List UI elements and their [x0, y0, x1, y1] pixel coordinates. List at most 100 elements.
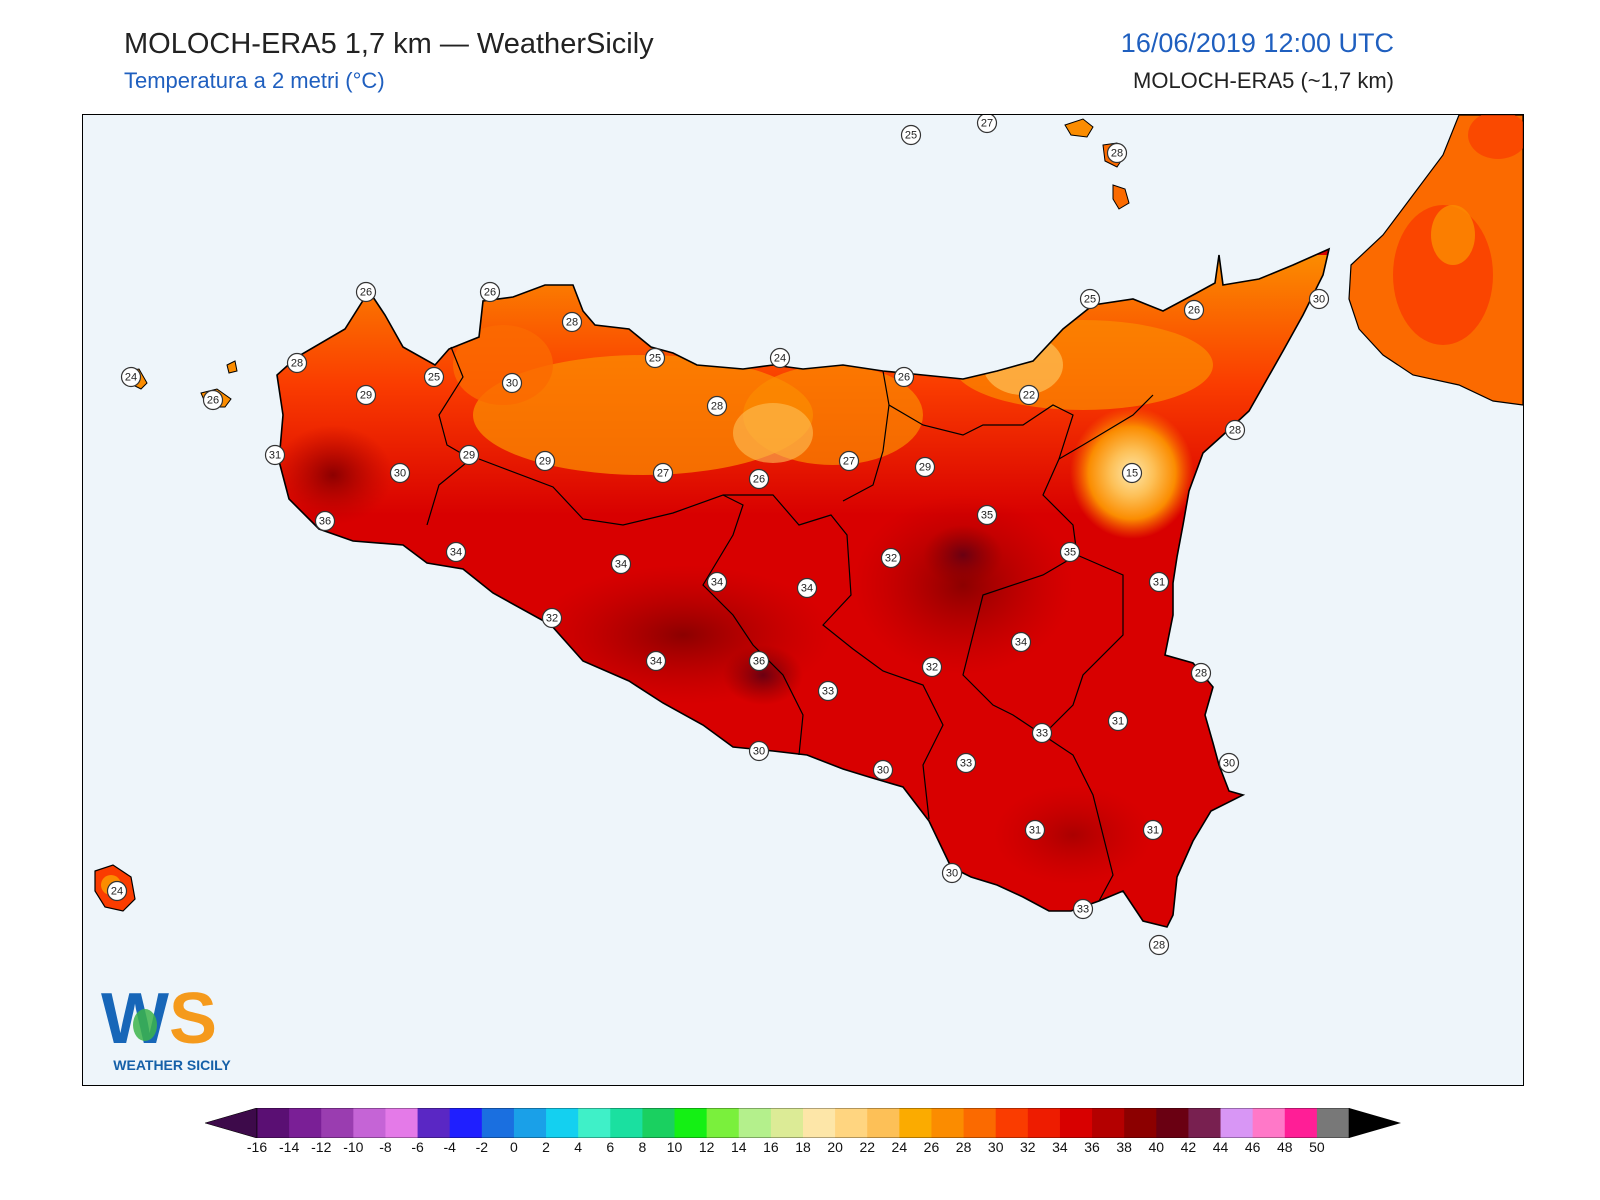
station-value: 31 — [269, 450, 281, 462]
station-label: 34 — [706, 571, 728, 593]
station-label: 34 — [610, 553, 632, 575]
legend-tick: -8 — [379, 1139, 392, 1155]
legend-swatch — [513, 1108, 547, 1138]
station-label: 30 — [1218, 752, 1240, 774]
station-value: 30 — [753, 746, 765, 758]
legend-tick: 8 — [638, 1139, 647, 1155]
station-value: 33 — [822, 686, 834, 698]
legend-swatch — [867, 1108, 900, 1138]
station-label: 33 — [1031, 722, 1053, 744]
legend-swatch — [481, 1108, 515, 1138]
legend-tick: 2 — [542, 1139, 550, 1155]
station-value: 29 — [463, 450, 475, 462]
svg-text:S: S — [169, 979, 217, 1053]
legend-tick: 36 — [1084, 1139, 1100, 1155]
station-value: 35 — [981, 510, 993, 522]
station-value: 34 — [711, 577, 723, 589]
legend-swatch — [417, 1108, 451, 1138]
station-label: 31 — [1148, 571, 1170, 593]
legend-swatch — [353, 1108, 386, 1138]
station-label: 29 — [458, 444, 480, 466]
station-value: 26 — [1188, 305, 1200, 317]
legend-swatch — [1188, 1108, 1222, 1138]
legend-max-arrow — [1349, 1108, 1401, 1138]
legend-tick: 24 — [891, 1139, 908, 1155]
station-label: 30 — [748, 740, 770, 762]
station-label: 15 — [1121, 462, 1143, 484]
station-value: 27 — [657, 468, 669, 480]
station-value: 25 — [1084, 294, 1096, 306]
legend-tick: 10 — [666, 1139, 683, 1155]
station-label: 26 — [479, 281, 501, 303]
legend-tick: -12 — [311, 1139, 332, 1155]
map-title: MOLOCH-ERA5 1,7 km — WeatherSicily — [124, 28, 654, 60]
station-value: 34 — [650, 656, 662, 668]
station-label: 33 — [955, 752, 977, 774]
station-value: 28 — [1229, 425, 1241, 437]
legend-swatch — [1220, 1108, 1254, 1138]
legend-colorbar — [203, 1107, 1401, 1139]
legend-swatch — [1092, 1108, 1125, 1138]
legend-tick: 34 — [1052, 1139, 1068, 1155]
legend-swatch — [835, 1108, 868, 1138]
legend-tick: 42 — [1180, 1139, 1197, 1155]
station-value: 36 — [753, 656, 765, 668]
legend-tick: 40 — [1148, 1139, 1165, 1155]
station-label: 28 — [1106, 142, 1128, 164]
station-label: 33 — [817, 680, 839, 702]
station-value: 33 — [960, 758, 972, 770]
legend-swatch — [385, 1108, 419, 1138]
station-value: 31 — [1147, 825, 1159, 837]
legend-swatch — [642, 1108, 676, 1138]
legend-swatch — [674, 1108, 708, 1138]
legend-tick: -6 — [411, 1139, 424, 1155]
station-label: 26 — [355, 281, 377, 303]
legend-swatch — [995, 1108, 1029, 1138]
legend-swatch — [546, 1108, 579, 1138]
station-value: 27 — [981, 118, 993, 130]
station-label: 29 — [914, 456, 936, 478]
legend-swatch — [1284, 1108, 1318, 1138]
station-value: 32 — [885, 553, 897, 565]
station-value: 25 — [649, 353, 661, 365]
station-value: 34 — [1015, 637, 1027, 649]
legend-tick: -16 — [246, 1139, 268, 1155]
legend-tick: 32 — [1020, 1139, 1036, 1155]
legend-tick: 28 — [955, 1139, 972, 1155]
map-canvas: 25 27 28 24 26 26 26 28 28 29 25 30 25 24 28 26 22 25 26 30… — [83, 115, 1523, 1085]
legend-swatch — [1027, 1108, 1061, 1138]
legend-swatch — [706, 1108, 740, 1138]
station-value: 26 — [753, 474, 765, 486]
station-value: 28 — [566, 317, 578, 329]
station-label: 25 — [423, 366, 445, 388]
legend-swatch — [931, 1108, 965, 1138]
legend-tick: 6 — [606, 1139, 615, 1155]
station-value: 29 — [919, 462, 931, 474]
station-label: 25 — [900, 124, 922, 146]
legend-swatch — [770, 1108, 804, 1138]
legend-swatch — [1156, 1108, 1189, 1138]
legend-tick: 46 — [1244, 1139, 1261, 1155]
station-value: 22 — [1023, 390, 1035, 402]
temperature-map[interactable]: 25 27 28 24 26 26 26 28 28 29 25 30 25 24 28 26 22 25 26 30… — [82, 114, 1524, 1086]
station-value: 25 — [428, 372, 440, 384]
legend-swatch — [803, 1108, 836, 1138]
weathersicily-logo: W S WEATHER SICILY — [97, 973, 257, 1073]
legend-tick: -2 — [475, 1139, 489, 1155]
legend-tick: 38 — [1116, 1139, 1132, 1155]
legend-swatch — [578, 1108, 611, 1138]
station-label: 34 — [645, 650, 667, 672]
station-label: 26 — [1183, 299, 1205, 321]
legend-tick: 30 — [987, 1139, 1004, 1155]
station-value: 30 — [1313, 294, 1325, 306]
station-label: 27 — [838, 450, 860, 472]
station-value: 30 — [1223, 758, 1235, 770]
ws-logo-icon: W S — [101, 979, 217, 1053]
station-value: 30 — [394, 468, 406, 480]
station-label: 36 — [748, 650, 770, 672]
station-label: 31 — [1142, 819, 1164, 841]
legend-tick: 12 — [698, 1139, 715, 1155]
legend-min-arrow — [203, 1107, 258, 1139]
station-label: 24 — [769, 347, 791, 369]
station-label: 31 — [1107, 710, 1129, 732]
